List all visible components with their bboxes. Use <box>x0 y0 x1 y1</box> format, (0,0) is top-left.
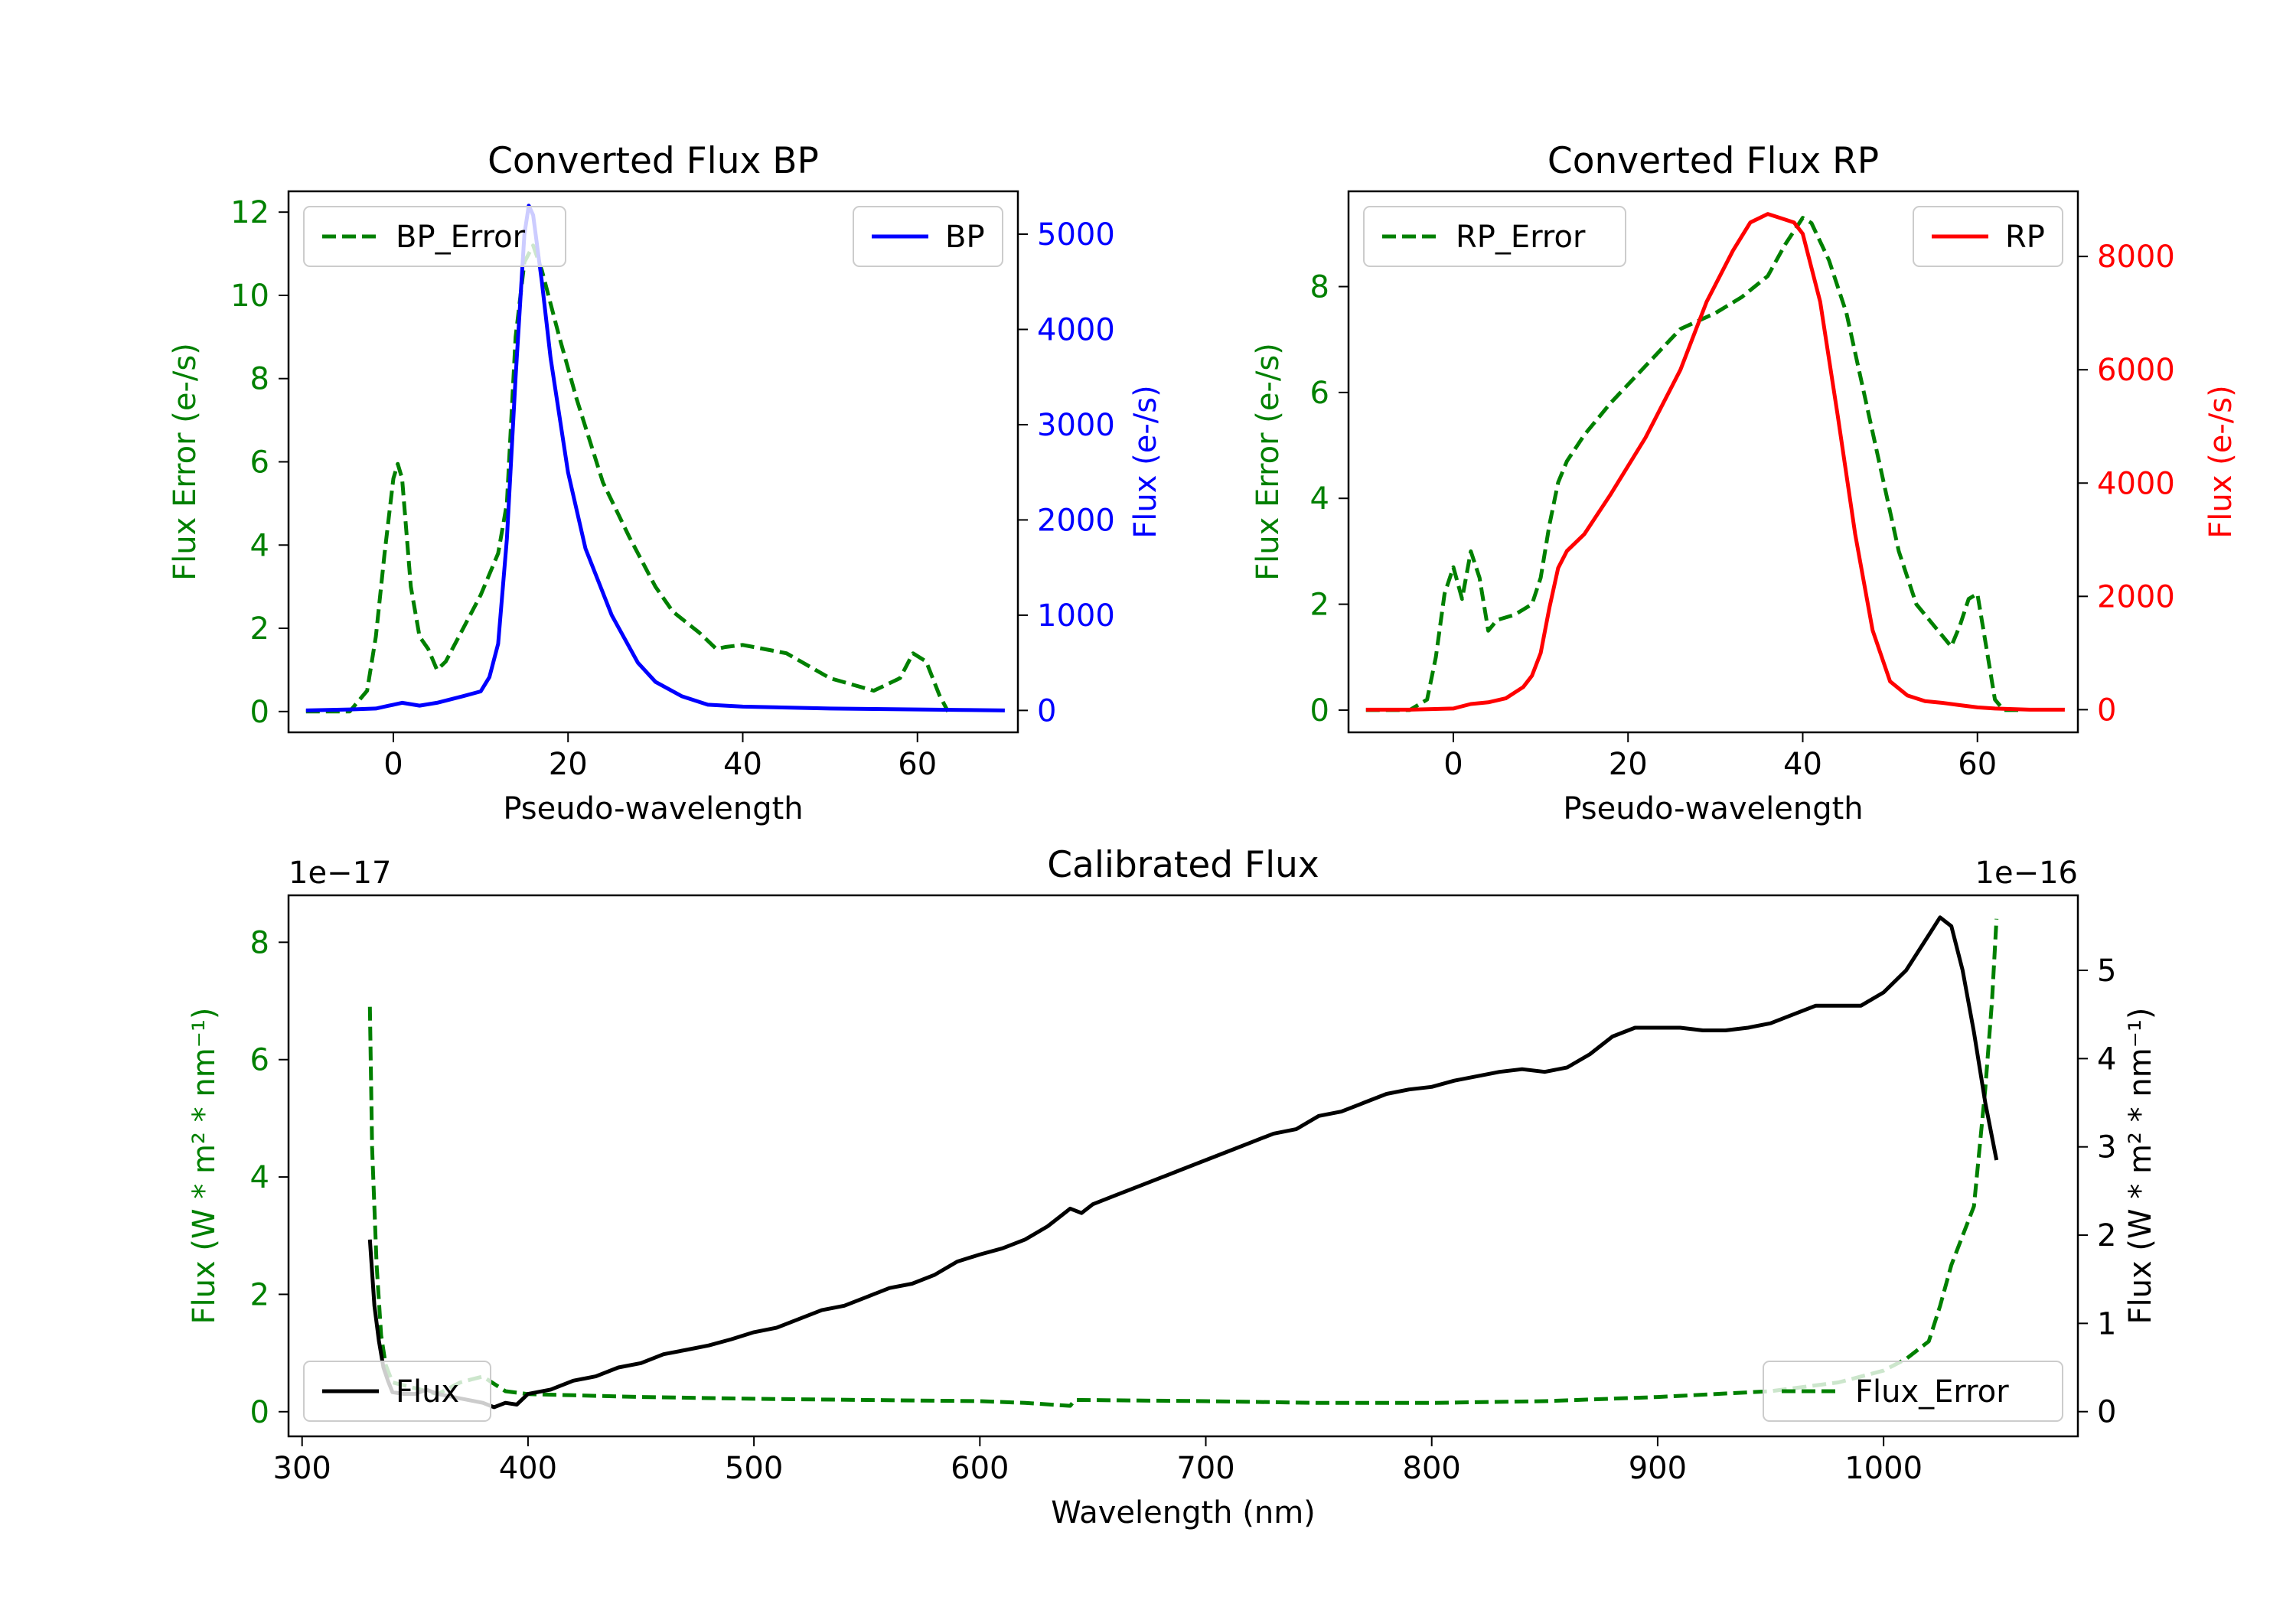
legend-label: BP_Error <box>396 220 526 255</box>
chart-title: Converted Flux RP <box>1548 140 1879 182</box>
legend-label: RP <box>2005 220 2045 255</box>
y-right-axis-label: Flux (e-/s) <box>1128 385 1163 538</box>
legend-flux-error: Flux_Error <box>1763 1361 2063 1422</box>
y-left-tick-label: 12 <box>230 195 269 230</box>
y-left-tick-label: 2 <box>250 611 269 647</box>
y-right-tick-label: 3 <box>2097 1130 2116 1165</box>
chart-bp: 0 20 40 60 0 2 4 6 8 10 12 0 1000 2000 3000 4000 5000 Con… <box>168 140 1163 826</box>
y-right-tick-label: 5000 <box>1037 217 1115 253</box>
y-left-tick-label: 6 <box>250 1043 269 1078</box>
y-left-tick-label: 8 <box>1310 270 1329 305</box>
y-right-tick-label: 2 <box>2097 1218 2116 1253</box>
y-left-tick-label: 6 <box>1310 376 1329 411</box>
y-left-tick-label: 6 <box>250 445 269 481</box>
legend-rp-error: RP_Error <box>1363 206 1626 267</box>
y-left-tick-label: 0 <box>250 695 269 730</box>
legend-flux: Flux <box>303 1361 491 1422</box>
y-left-tick-label: 0 <box>250 1395 269 1430</box>
y-left-tick-label: 2 <box>250 1277 269 1312</box>
legend-label: BP <box>945 220 985 255</box>
x-tick-label: 60 <box>898 747 937 782</box>
series-line-flux-error <box>367 918 1999 1408</box>
x-tick-label: 60 <box>1958 747 1997 782</box>
x-tick-label: 800 <box>1403 1451 1461 1486</box>
y-left-tick-label: 0 <box>1310 693 1329 729</box>
y-left-tick-label: 4 <box>250 528 269 563</box>
x-tick-label: 700 <box>1176 1451 1234 1486</box>
legend-box <box>303 1361 491 1422</box>
y-left-offset-label: 1e−17 <box>289 856 391 891</box>
y-right-tick-label: 4000 <box>1037 312 1115 347</box>
x-tick-label: 20 <box>549 747 588 782</box>
y-right-tick-label: 0 <box>2097 693 2116 728</box>
series-line-bp <box>305 204 1005 712</box>
y-left-tick-label: 10 <box>230 279 269 314</box>
x-tick-label: 0 <box>1443 747 1463 782</box>
y-left-axis-label: Flux Error (e-/s) <box>1251 343 1286 581</box>
x-tick-label: 300 <box>273 1451 331 1486</box>
y-left-tick-label: 8 <box>250 362 269 397</box>
y-right-tick-label: 4 <box>2097 1041 2116 1077</box>
y-left-axis-label: Flux Error (e-/s) <box>168 343 203 581</box>
y-left-tick-label: 4 <box>1310 481 1329 517</box>
legend-label: RP_Error <box>1456 220 1586 255</box>
plot-frame <box>287 190 1019 734</box>
y-right-tick-label: 4000 <box>2097 466 2175 501</box>
y-right-tick-label: 5 <box>2097 953 2116 989</box>
y-right-tick-label: 0 <box>1037 693 1056 729</box>
x-tick-label: 1000 <box>1844 1451 1923 1486</box>
x-tick-label: 20 <box>1609 747 1648 782</box>
y-right-tick-label: 6000 <box>2097 353 2175 388</box>
y-right-tick-label: 3000 <box>1037 408 1115 443</box>
x-tick-label: 500 <box>725 1451 783 1486</box>
series-line-rp <box>1365 212 2065 712</box>
x-tick-label: 40 <box>723 747 762 782</box>
y-right-tick-label: 2000 <box>2097 579 2175 614</box>
chart-cal: 300 400 500 600 700 800 900 1000 0 2 4 6 8 0 1 2 3 4 5 Cali… <box>187 844 2158 1530</box>
legend-box <box>1763 1361 2063 1422</box>
chart-title: Converted Flux BP <box>488 140 819 182</box>
y-right-axis-label: Flux (W * m² * nm⁻¹) <box>2123 1008 2158 1325</box>
y-left-tick-label: 4 <box>250 1160 269 1195</box>
legend-rp: RP <box>1913 206 2063 267</box>
legend-label: Flux <box>396 1374 459 1410</box>
x-axis-label: Wavelength (nm) <box>1051 1495 1316 1530</box>
series-line-flux <box>367 915 1999 1410</box>
x-tick-label: 0 <box>383 747 403 782</box>
plot-frame <box>287 894 2079 1438</box>
y-right-offset-label: 1e−16 <box>1975 856 2078 891</box>
x-tick-label: 900 <box>1629 1451 1687 1486</box>
legend-box <box>303 206 566 267</box>
y-right-axis-label: Flux (e-/s) <box>2203 385 2239 538</box>
plot-frame <box>1347 190 2079 734</box>
y-left-tick-label: 8 <box>250 925 269 960</box>
x-tick-label: 400 <box>499 1451 557 1486</box>
y-right-tick-label: 0 <box>2097 1395 2116 1430</box>
legend-label: Flux_Error <box>1855 1374 2009 1410</box>
series-line-rp-error <box>1365 216 2021 712</box>
chart-title: Calibrated Flux <box>1047 844 1319 886</box>
chart-rp: 0 20 40 60 0 2 4 6 8 0 2000 4000 6000 8000 Converted F… <box>1251 140 2239 826</box>
y-right-tick-label: 8000 <box>2097 240 2175 275</box>
x-tick-label: 600 <box>951 1451 1009 1486</box>
legend-bp-error: BP_Error <box>303 206 566 267</box>
legend-bp: BP <box>853 206 1003 267</box>
x-axis-label: Pseudo-wavelength <box>1563 791 1863 826</box>
y-left-axis-label: Flux (W * m² * nm⁻¹) <box>187 1008 222 1325</box>
x-axis-label: Pseudo-wavelength <box>503 791 803 826</box>
y-left-tick-label: 2 <box>1310 588 1329 623</box>
y-right-tick-label: 1 <box>2097 1306 2116 1341</box>
legend-box <box>1363 206 1626 267</box>
x-tick-label: 40 <box>1783 747 1822 782</box>
y-right-tick-label: 1000 <box>1037 598 1115 634</box>
y-right-tick-label: 2000 <box>1037 503 1115 538</box>
